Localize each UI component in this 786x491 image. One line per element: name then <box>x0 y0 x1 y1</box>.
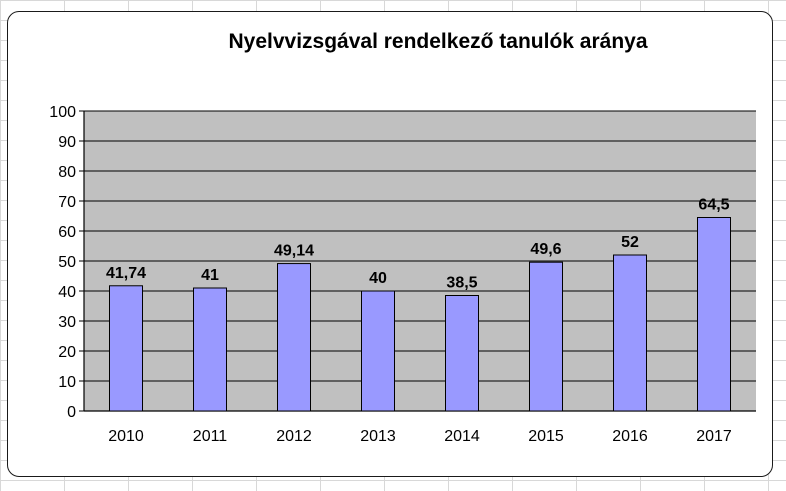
y-tick-label: 100 <box>49 104 76 121</box>
y-tick-label: 90 <box>58 134 76 151</box>
bar-2011 <box>193 287 227 412</box>
y-tick-label: 70 <box>58 194 76 211</box>
y-tick-label: 80 <box>58 164 76 181</box>
data-label-2011: 41 <box>201 267 219 284</box>
y-tick-label: 0 <box>67 404 76 421</box>
y-tick-label: 50 <box>58 254 76 271</box>
data-label-2014: 38,5 <box>446 275 477 292</box>
y-tick-label: 40 <box>58 284 76 301</box>
x-tick-label-2012: 2012 <box>276 428 312 445</box>
y-tick-label: 20 <box>58 344 76 361</box>
x-tick-label-2010: 2010 <box>108 428 144 445</box>
data-label-2010: 41,74 <box>106 265 146 282</box>
data-label-2012: 49,14 <box>274 243 314 260</box>
bar-2012 <box>277 263 311 412</box>
data-label-2013: 40 <box>369 270 387 287</box>
x-axis-ticks: 2010 2011 2012 2013 2014 2015 2016 2017 <box>108 428 732 445</box>
bars: 41,74 41 49,14 40 38,5 49,6 52 64,5 <box>106 197 731 412</box>
bar-2010 <box>109 285 143 412</box>
bar-2015 <box>529 261 563 412</box>
x-tick-label-2016: 2016 <box>612 428 648 445</box>
x-tick-label-2015: 2015 <box>528 428 564 445</box>
x-tick-label-2011: 2011 <box>193 428 228 445</box>
y-tick-label: 10 <box>58 374 76 391</box>
bar-2017 <box>697 217 731 412</box>
y-tick-label: 30 <box>58 314 76 331</box>
x-tick-label-2014: 2014 <box>444 428 480 445</box>
y-axis-ticks: 0 10 20 30 40 50 60 70 80 90 100 <box>49 104 84 421</box>
x-tick-label-2017: 2017 <box>696 428 732 445</box>
data-label-2017: 64,5 <box>698 197 729 214</box>
bar-2014 <box>445 295 479 412</box>
data-label-2015: 49,6 <box>530 241 561 258</box>
bar-2016 <box>613 254 647 412</box>
data-label-2016: 52 <box>621 234 639 251</box>
y-tick-label: 60 <box>58 224 76 241</box>
x-tick-label-2013: 2013 <box>360 428 396 445</box>
chart-title: Nyelvvizsgával rendelkező tanulók aránya <box>228 30 648 53</box>
bar-2013 <box>361 290 395 412</box>
